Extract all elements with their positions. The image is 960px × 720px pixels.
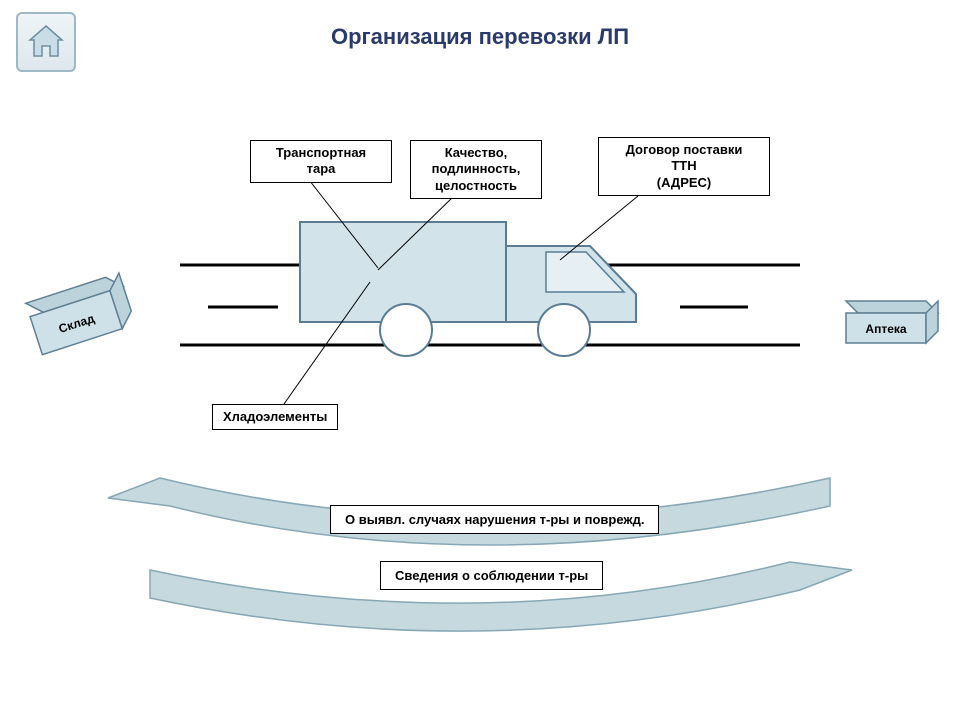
- warehouse-cube: Склад: [26, 273, 136, 355]
- callout-transport-tara: Транспортнаятара: [250, 140, 392, 183]
- callout-contract: Договор поставкиТТН(АДРЕС): [598, 137, 770, 196]
- pharmacy-cube: Аптека: [846, 301, 938, 343]
- callout-quality: Качество,подлинность,целостность: [410, 140, 542, 199]
- truck-icon: [300, 222, 636, 356]
- infobox-compliance: Сведения о соблюдении т-ры: [380, 561, 603, 590]
- callout-coolant: Хладоэлементы: [212, 404, 338, 430]
- infobox-violations: О выявл. случаях нарушения т-ры и повреж…: [330, 505, 659, 534]
- pharmacy-label: Аптека: [865, 322, 906, 336]
- diagram-canvas: Склад Аптека: [0, 0, 960, 720]
